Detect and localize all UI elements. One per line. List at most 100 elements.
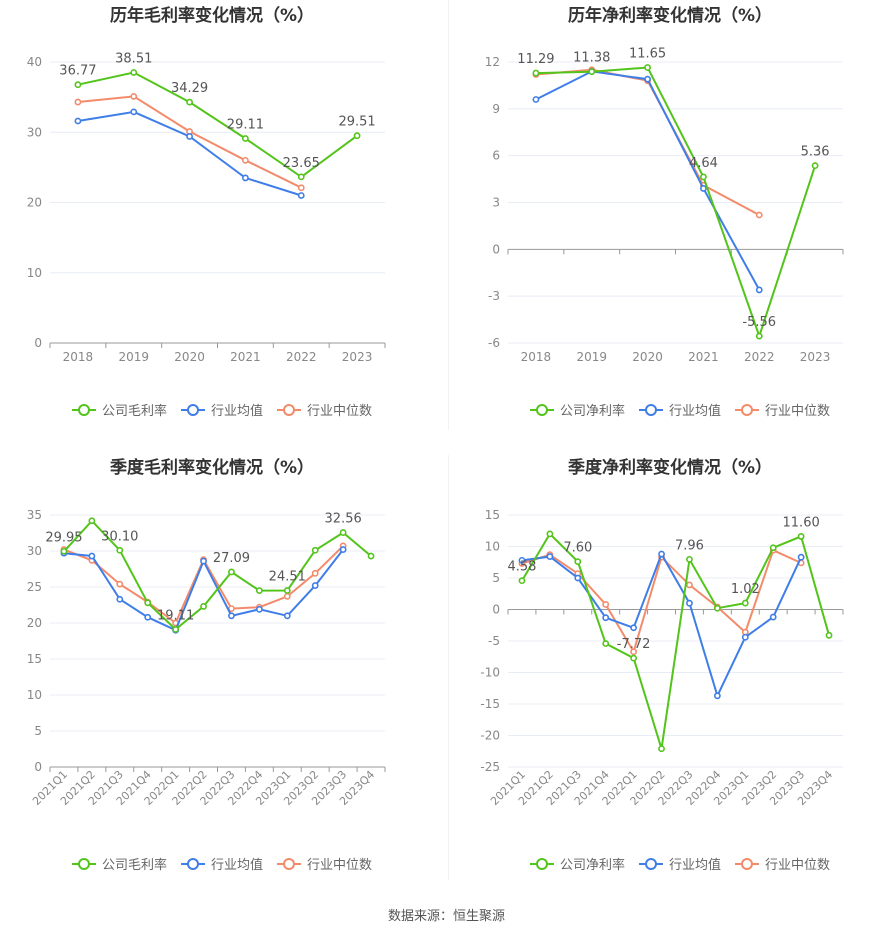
y-tick-label: 6 xyxy=(492,149,500,163)
data-point-company xyxy=(60,547,68,555)
chart-panel-4: 季度净利率变化情况（%）-25-20-15-10-50510152021Q120… xyxy=(480,457,844,873)
data-point-avg xyxy=(88,552,96,560)
data-point-company xyxy=(367,552,375,560)
legend-label-avg: 行业均值 xyxy=(669,403,721,419)
data-label: 29.51 xyxy=(338,115,375,130)
data-point-avg xyxy=(283,612,291,620)
y-tick-label: 15 xyxy=(27,652,42,666)
data-point-company xyxy=(797,533,805,540)
data-point-avg xyxy=(658,550,665,558)
x-tick-label: 2018 xyxy=(63,350,94,364)
data-point-company xyxy=(242,135,249,142)
data-label: 29.11 xyxy=(227,118,264,133)
data-point-median xyxy=(755,211,763,219)
y-tick-label: 10 xyxy=(27,688,42,702)
x-tick-label: 2020 xyxy=(174,350,205,364)
data-point-company xyxy=(713,604,721,612)
data-label: 11.29 xyxy=(517,52,554,67)
y-tick-label: 9 xyxy=(492,102,500,116)
data-point-median xyxy=(686,581,693,589)
data-point-avg xyxy=(311,582,319,589)
legend-label-median: 行业中位数 xyxy=(765,858,830,873)
data-source-note: 数据来源：恒生聚源 xyxy=(387,909,505,924)
y-tick-label: 0 xyxy=(34,760,42,774)
data-label: 11.60 xyxy=(783,515,820,530)
x-tick-label: 2019 xyxy=(576,350,607,364)
data-point-company xyxy=(74,81,82,89)
data-point-company xyxy=(532,69,540,77)
data-point-median xyxy=(74,98,82,106)
legend-label-company: 公司毛利率 xyxy=(102,857,167,873)
data-label: 36.77 xyxy=(59,64,96,79)
y-tick-label: 0 xyxy=(492,242,500,256)
data-point-avg xyxy=(713,692,721,700)
data-point-avg xyxy=(74,117,82,125)
chart-panel-2: 历年净利率变化情况（%） -6 -3 0 3 6 9 12 2018 2019 2020 2021 20… xyxy=(485,5,844,419)
data-label: 5.36 xyxy=(801,145,830,160)
data-point-company xyxy=(741,599,749,607)
data-point-company xyxy=(811,162,819,170)
data-point-company xyxy=(518,577,526,585)
data-label: 38.51 xyxy=(115,51,152,66)
y-tick-label: -25 xyxy=(480,760,500,774)
series-avg xyxy=(74,108,305,199)
data-label: -5.56 xyxy=(742,315,776,330)
data-point-company xyxy=(700,173,707,181)
data-point-company xyxy=(297,173,305,181)
legend: 公司净利率 行业均值 行业中位数 xyxy=(530,403,830,419)
data-point-avg xyxy=(200,557,207,565)
data-point-company xyxy=(88,517,96,525)
series-median xyxy=(518,546,805,656)
series-company xyxy=(532,64,819,340)
data-label: -7.72 xyxy=(617,637,651,652)
data-label: 19.11 xyxy=(157,608,194,623)
data-point-company xyxy=(574,558,582,566)
legend-marker-avg xyxy=(645,404,657,416)
y-tick-label: 5 xyxy=(34,724,42,738)
data-point-avg xyxy=(630,624,638,632)
data-point-avg xyxy=(297,192,305,199)
chart-title: 历年净利率变化情况（%） xyxy=(568,5,772,26)
data-label: 7.60 xyxy=(563,541,592,556)
legend-marker-median xyxy=(283,858,295,870)
series-line-company xyxy=(63,519,372,631)
data-point-median xyxy=(602,601,610,608)
data-point-avg xyxy=(242,174,249,182)
legend-label-median: 行业中位数 xyxy=(307,404,372,419)
data-point-avg xyxy=(769,613,777,621)
y-tick-label: -5 xyxy=(488,634,500,648)
data-point-company xyxy=(228,568,235,576)
series-company xyxy=(74,69,361,181)
data-label: 1.02 xyxy=(731,582,760,597)
chart-panel-3: 季度毛利率变化情况（%）051015202530352021Q12021Q220… xyxy=(27,457,386,873)
legend-label-median: 行业中位数 xyxy=(307,858,372,873)
data-point-avg xyxy=(228,612,235,620)
data-label: 34.29 xyxy=(171,81,208,96)
data-point-avg xyxy=(518,556,526,564)
data-point-avg xyxy=(644,75,651,83)
y-tick-label: 0 xyxy=(492,603,500,617)
chart-panel-1: 历年毛利率变化情况（%） 0 10 20 30 40 2018 2019 2020 2021 202… xyxy=(27,5,386,419)
data-point-company xyxy=(130,69,138,76)
data-point-median xyxy=(242,156,249,164)
chart-title: 季度毛利率变化情况（%） xyxy=(110,457,314,478)
legend-label-median: 行业中位数 xyxy=(765,404,830,419)
series-median xyxy=(532,66,763,219)
data-point-company xyxy=(769,544,777,552)
legend-label-avg: 行业均值 xyxy=(211,403,263,419)
legend-label-company: 公司毛利率 xyxy=(102,403,167,419)
series-line-company xyxy=(77,71,358,179)
data-label: 7.96 xyxy=(675,538,704,553)
data-point-avg xyxy=(116,595,124,603)
x-tick-label: 2023 xyxy=(342,350,373,364)
data-point-avg xyxy=(130,108,138,116)
y-tick-label: -15 xyxy=(480,697,500,711)
x-tick-label: 2023 xyxy=(800,350,831,364)
x-tick-label: 2018 xyxy=(521,350,552,364)
series-line-avg xyxy=(535,70,761,291)
data-point-median xyxy=(311,569,319,577)
data-point-median xyxy=(130,93,138,100)
legend-label-company: 公司净利率 xyxy=(560,857,625,873)
data-point-company xyxy=(755,332,763,340)
series-line-median xyxy=(535,68,760,216)
